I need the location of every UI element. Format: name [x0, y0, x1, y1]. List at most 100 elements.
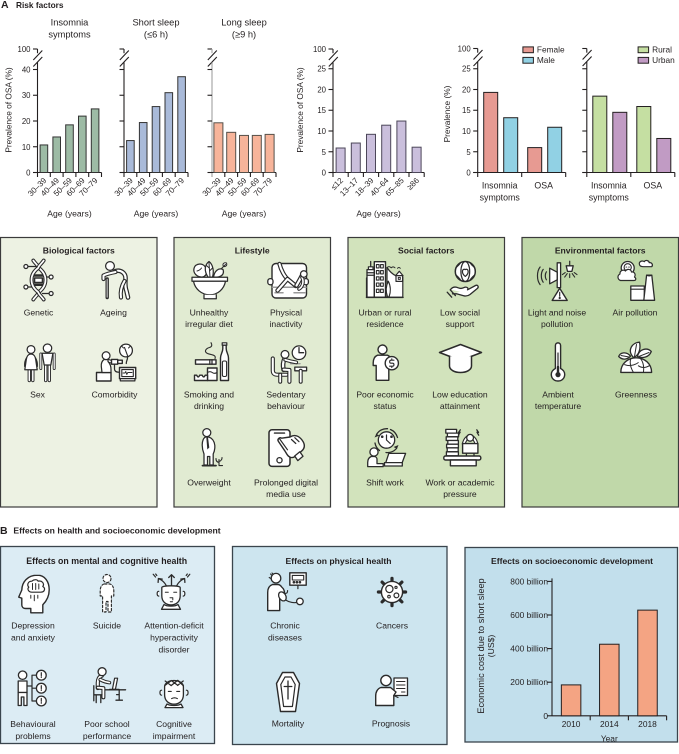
- svg-text:0: 0: [322, 169, 327, 178]
- svg-text:2018: 2018: [638, 719, 657, 729]
- svg-text:diseases: diseases: [268, 633, 302, 643]
- svg-text:0: 0: [26, 169, 31, 178]
- svg-text:media use: media use: [266, 489, 306, 499]
- svg-text:Effects on socioeconomic devel: Effects on socioeconomic development: [491, 556, 653, 566]
- svg-text:impairment: impairment: [153, 731, 196, 741]
- svg-text:Prognosis: Prognosis: [372, 719, 410, 729]
- svg-text:performance: performance: [83, 731, 131, 741]
- svg-text:OSA: OSA: [534, 181, 553, 191]
- svg-text:600 billion: 600 billion: [510, 610, 548, 620]
- svg-text:attainment: attainment: [440, 401, 481, 411]
- svg-text:100: 100: [313, 45, 327, 54]
- svg-text:15: 15: [317, 106, 326, 115]
- svg-text:Prevalence (%): Prevalence (%): [442, 85, 452, 142]
- svg-text:Urban or rural: Urban or rural: [358, 308, 411, 318]
- svg-text:Long sleep: Long sleep: [221, 18, 267, 28]
- svg-text:20: 20: [22, 117, 31, 126]
- svg-text:Poor economic: Poor economic: [356, 390, 414, 400]
- svg-text:irregular diet: irregular diet: [185, 319, 233, 329]
- svg-text:(≤6 h): (≤6 h): [144, 30, 168, 40]
- svg-text:symptoms: symptoms: [48, 30, 91, 40]
- svg-text:10: 10: [317, 127, 326, 136]
- svg-text:20: 20: [462, 86, 471, 95]
- svg-text:Insomnia: Insomnia: [482, 181, 518, 191]
- svg-text:Age (years): Age (years): [134, 209, 179, 219]
- svg-text:Air pollution: Air pollution: [613, 308, 658, 318]
- svg-text:Behavioural: Behavioural: [10, 719, 55, 729]
- svg-text:0: 0: [543, 711, 548, 721]
- svg-text:200 billion: 200 billion: [510, 677, 548, 687]
- svg-text:Ageing: Ageing: [100, 308, 127, 318]
- svg-text:Sex: Sex: [30, 390, 46, 400]
- svg-text:100: 100: [458, 45, 472, 54]
- svg-text:A: A: [1, 0, 9, 11]
- svg-text:drinking: drinking: [194, 401, 224, 411]
- svg-text:5: 5: [322, 148, 327, 157]
- svg-text:Insomnia: Insomnia: [591, 181, 627, 191]
- svg-text:B: B: [0, 525, 8, 537]
- svg-text:Smoking and: Smoking and: [184, 390, 234, 400]
- svg-text:Social factors: Social factors: [398, 246, 455, 256]
- svg-text:Prevalence of OSA (%): Prevalence of OSA (%): [4, 67, 14, 153]
- svg-text:Prevalence of OSA (%): Prevalence of OSA (%): [295, 67, 305, 153]
- svg-text:Cancers: Cancers: [376, 621, 408, 631]
- svg-text:Female: Female: [537, 45, 565, 55]
- svg-text:Low education: Low education: [432, 390, 488, 400]
- svg-text:Poor school: Poor school: [84, 719, 129, 729]
- svg-text:and anxiety: and anxiety: [11, 633, 56, 643]
- svg-text:Rural: Rural: [652, 45, 672, 55]
- svg-text:Ambient: Ambient: [542, 390, 574, 400]
- svg-text:Overweight: Overweight: [187, 478, 231, 488]
- svg-text:20: 20: [317, 86, 326, 95]
- svg-text:(US$): (US$): [486, 635, 496, 658]
- svg-text:symptoms: symptoms: [480, 193, 521, 203]
- svg-text:10: 10: [462, 127, 471, 136]
- svg-text:Risk factors: Risk factors: [16, 0, 64, 10]
- svg-text:support: support: [446, 319, 475, 329]
- svg-text:Biological factors: Biological factors: [43, 246, 115, 256]
- svg-text:Age (years): Age (years): [47, 209, 92, 219]
- svg-text:400 billion: 400 billion: [510, 644, 548, 654]
- svg-text:Insomnia: Insomnia: [51, 18, 90, 28]
- svg-text:Attention-deficit: Attention-deficit: [144, 621, 204, 631]
- svg-text:(≥9 h): (≥9 h): [232, 30, 256, 40]
- svg-text:800 billion: 800 billion: [510, 576, 548, 586]
- svg-text:pressure: pressure: [443, 489, 477, 499]
- svg-text:100: 100: [17, 45, 31, 54]
- svg-text:temperature: temperature: [535, 401, 582, 411]
- svg-text:Lifestyle: Lifestyle: [235, 246, 270, 256]
- svg-text:Work or academic: Work or academic: [425, 478, 495, 488]
- svg-text:pollution: pollution: [541, 319, 573, 329]
- svg-text:problems: problems: [15, 731, 50, 741]
- svg-text:Physical: Physical: [270, 308, 302, 318]
- svg-text:Greenness: Greenness: [615, 390, 657, 400]
- svg-text:15: 15: [462, 106, 471, 115]
- svg-text:Comorbidity: Comorbidity: [92, 390, 139, 400]
- svg-text:behaviour: behaviour: [267, 401, 305, 411]
- svg-text:Effects on health and socioeco: Effects on health and socioeconomic deve…: [13, 526, 220, 536]
- svg-text:Male: Male: [537, 55, 555, 65]
- svg-text:Chronic: Chronic: [270, 621, 300, 631]
- svg-text:Low social: Low social: [440, 308, 480, 318]
- svg-text:Sedentary: Sedentary: [266, 390, 306, 400]
- svg-text:Cognitive: Cognitive: [156, 719, 192, 729]
- svg-text:residence: residence: [366, 319, 403, 329]
- svg-text:25: 25: [317, 65, 326, 74]
- svg-text:Age (years): Age (years): [222, 209, 267, 219]
- svg-text:OSA: OSA: [644, 181, 663, 191]
- svg-text:Effects on mental and cognitiv: Effects on mental and cognitive health: [26, 556, 187, 566]
- svg-text:Environmental factors: Environmental factors: [555, 246, 646, 256]
- svg-text:hyperactivity: hyperactivity: [150, 633, 198, 643]
- svg-text:Prolonged digital: Prolonged digital: [254, 478, 318, 488]
- svg-text:Effects on physical health: Effects on physical health: [285, 556, 391, 566]
- svg-text:2014: 2014: [600, 719, 619, 729]
- svg-text:disorder: disorder: [158, 645, 189, 655]
- svg-text:Light and noise: Light and noise: [528, 308, 587, 318]
- svg-text:inactivity: inactivity: [270, 319, 304, 329]
- svg-text:Urban: Urban: [652, 55, 675, 65]
- svg-text:Depression: Depression: [11, 621, 55, 631]
- svg-text:25: 25: [462, 65, 471, 74]
- svg-text:Age (years): Age (years): [356, 209, 401, 219]
- svg-text:Unhealthy: Unhealthy: [190, 308, 229, 318]
- svg-text:Mortality: Mortality: [272, 719, 305, 729]
